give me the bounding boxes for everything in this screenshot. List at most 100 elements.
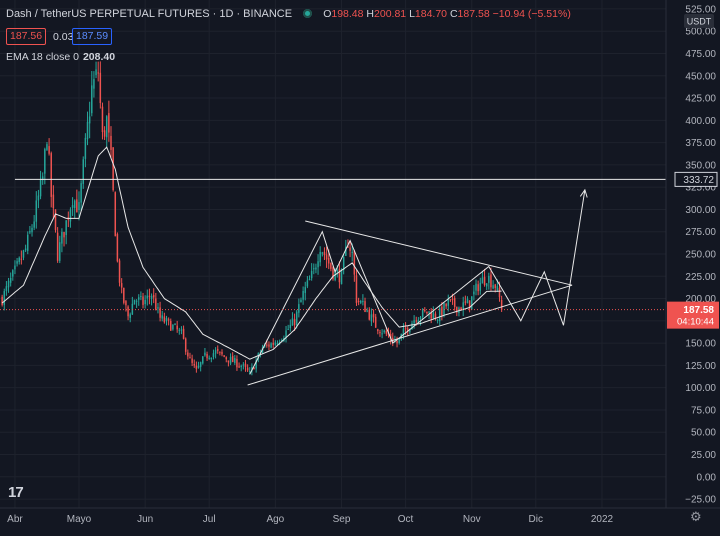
y-tick-label: 50.00 [691,428,716,439]
candle-body [238,366,240,368]
y-tick-label: 500.00 [685,27,716,38]
candle-body [300,299,302,303]
candle-body [430,312,432,319]
y-tick-label: 75.00 [691,405,716,416]
candle-body [56,232,59,261]
candle-body [3,291,6,305]
candle-body [323,251,326,256]
candle-body [214,350,217,354]
candles [1,61,503,376]
symbol-title[interactable]: Dash / TetherUS PERPETUAL FUTURES · 1D ·… [6,8,293,20]
candle-body [18,257,20,262]
candle-body [152,295,155,298]
candle-body [434,313,437,319]
candle-body [349,247,351,251]
candle-body [142,296,144,305]
close-label: C [449,8,458,20]
candle-body [330,262,332,269]
candle-body [347,246,349,248]
candle-body [1,296,3,305]
candle-body [178,329,181,331]
candle-body [204,352,206,356]
candle-body [362,301,364,303]
candle-body [7,280,10,288]
candle-body [231,355,234,363]
candle-body [255,360,257,369]
resistance-value-label: 333.72 [683,175,714,186]
ema-line [1,146,502,360]
y-tick-label: 350.00 [685,160,716,171]
candle-body [411,323,413,330]
candle-body [276,342,279,344]
candle-body [404,327,407,330]
candle-body [436,319,439,321]
x-tick-label: Sep [333,514,351,525]
high-value: 200.81 [374,8,407,20]
candle-body [321,252,324,254]
candle-body [242,364,245,366]
y-tick-label: 0.00 [697,472,717,483]
candle-body [319,252,321,263]
candle-body [240,365,242,368]
low-value: 184.70 [414,8,448,20]
candle-body [332,267,334,279]
open-value: 198.48 [331,8,364,20]
candle-body [135,300,138,302]
candle-body [193,363,195,366]
candle-body [477,284,479,292]
sell-price-button[interactable]: 187.56 [6,28,47,45]
candle-body [197,365,200,368]
candle-body [29,231,31,233]
indicator-value: 208.40 [82,51,116,63]
gear-icon[interactable]: ⚙ [690,509,702,524]
candle-body [118,260,121,283]
candle-body [396,340,398,344]
candle-body [274,342,277,346]
candle-body [59,242,61,261]
candle-body [357,301,360,303]
candle-body [421,309,424,317]
candle-body [406,328,409,332]
candle-body [91,85,93,114]
candle-body [174,324,176,326]
candle-body [105,116,108,138]
candle-body [123,287,125,303]
candle-body [39,179,42,197]
candle-body [225,357,228,360]
candle-body [342,257,345,270]
candle-body [127,306,129,317]
candle-body [462,302,464,311]
candle-body [14,265,16,270]
ohlc-values: O198.48 H200.81 L184.70 C187.58 −10.94 (… [323,8,571,20]
y-tick-label: 200.00 [685,294,716,305]
candle-body [351,251,353,253]
candle-body [268,344,270,347]
indicator-legend[interactable]: EMA 18 close 0 208.40 [6,51,115,63]
candle-body [473,291,475,295]
buy-price-button[interactable]: 187.59 [72,28,113,45]
candle-body [447,299,450,306]
candle-body [287,328,289,330]
candle-body [33,221,35,228]
y-tick-label: 275.00 [685,227,716,238]
candle-body [46,144,48,150]
candle-body [133,299,136,305]
candle-body [317,261,319,268]
candle-body [304,287,306,293]
candle-body [325,254,328,260]
candle-body [475,283,477,291]
candle-body [417,319,420,323]
y-tick-label: 25.00 [691,450,716,461]
tradingview-logo-icon[interactable]: 17 [8,484,24,501]
x-tick-label: Abr [7,514,23,525]
candle-body [206,353,208,359]
candle-body [12,270,14,277]
low-label: L [409,8,415,20]
candle-body [182,328,185,339]
candle-body [453,298,456,307]
candle-body [366,310,368,312]
candle-body [492,285,494,289]
candle-body [500,299,503,310]
